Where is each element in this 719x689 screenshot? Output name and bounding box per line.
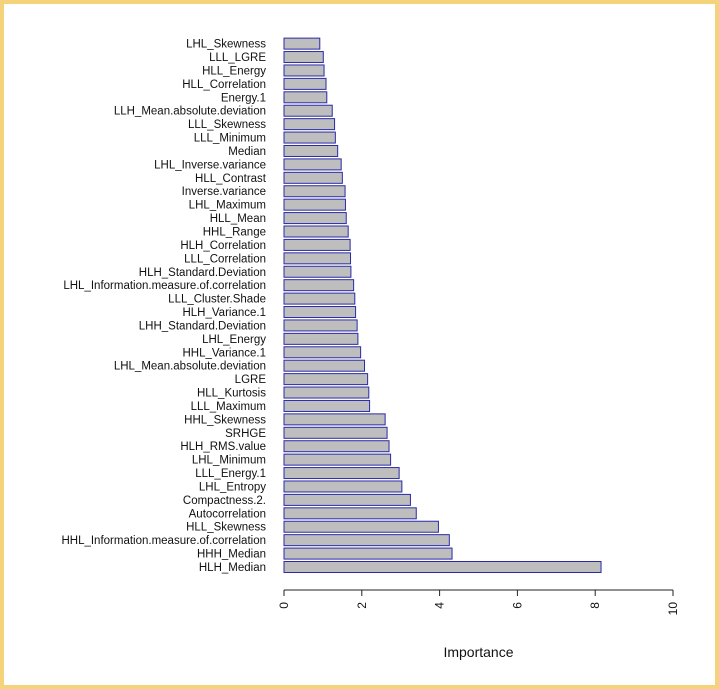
bar xyxy=(283,252,352,265)
bar xyxy=(283,480,403,493)
category-label: HHH_Median xyxy=(197,549,266,561)
bar xyxy=(283,64,325,77)
bar xyxy=(283,171,343,184)
category-label: LHL_Maximum xyxy=(189,200,266,212)
category-label: HLL_Contrast xyxy=(195,173,267,185)
category-label: HLL_Energy xyxy=(202,65,266,77)
category-label: LLL_Energy.1 xyxy=(195,468,266,480)
bar xyxy=(283,77,327,90)
category-label: LLL_LGRE xyxy=(209,52,266,64)
bar xyxy=(283,292,356,305)
category-label: Autocorrelation xyxy=(189,508,266,520)
category-label: HHL_Variance.1 xyxy=(182,347,266,359)
bar xyxy=(283,279,355,292)
category-label: Median xyxy=(228,146,266,158)
bar xyxy=(283,373,369,386)
bar xyxy=(283,37,321,50)
bar xyxy=(283,319,358,332)
x-tick-label: 0 xyxy=(277,602,291,609)
category-label: HLL_Correlation xyxy=(182,79,266,91)
bar xyxy=(283,346,362,359)
category-label: LHL_Entropy xyxy=(199,481,266,493)
x-tick-label: 2 xyxy=(355,602,369,609)
bar xyxy=(283,332,359,345)
category-label: LHL_Mean.absolute.deviation xyxy=(114,361,266,373)
category-label: HLH_RMS.value xyxy=(180,441,266,453)
category-label: HLH_Median xyxy=(199,562,266,574)
x-tick-label: 4 xyxy=(433,602,447,609)
category-label: LHL_Information.measure.of.correlation xyxy=(63,280,266,292)
bar xyxy=(283,413,386,426)
category-label: Energy.1 xyxy=(221,92,266,104)
category-label: LLL_Correlation xyxy=(184,253,266,265)
category-label: LLL_Skewness xyxy=(188,119,266,131)
bar xyxy=(283,144,339,157)
bar xyxy=(283,225,349,238)
category-label: LHL_Minimum xyxy=(192,455,266,467)
category-label: HLL_Mean xyxy=(210,213,266,225)
x-axis: 0 2 4 6 8 10 xyxy=(277,589,680,616)
bar xyxy=(283,534,450,547)
category-label: HHL_Skewness xyxy=(184,414,266,426)
category-label: LLL_Maximum xyxy=(191,401,266,413)
category-label: HHL_Information.measure.of.correlation xyxy=(61,535,266,547)
category-label: HHL_Range xyxy=(203,227,266,239)
bar xyxy=(283,118,336,131)
bar xyxy=(283,399,371,412)
bar xyxy=(283,359,366,372)
bar xyxy=(283,198,346,211)
bar xyxy=(283,51,324,64)
category-label: HLH_Variance.1 xyxy=(182,307,266,319)
category-label: HLH_Correlation xyxy=(180,240,266,252)
category-label: HLL_Skewness xyxy=(186,522,266,534)
x-axis-title: Importance xyxy=(443,644,513,660)
category-label: HLL_Kurtosis xyxy=(197,388,266,400)
bar xyxy=(283,440,390,453)
bar xyxy=(283,158,342,171)
bar xyxy=(283,306,357,319)
bar xyxy=(283,386,370,399)
category-label: LGRE xyxy=(235,374,267,386)
bar xyxy=(283,493,411,506)
x-tick-label: 8 xyxy=(588,602,602,609)
bar xyxy=(283,212,347,225)
category-label: SRHGE xyxy=(225,428,266,440)
bar xyxy=(283,131,336,144)
category-label: LHH_Standard.Deviation xyxy=(139,320,266,332)
bar xyxy=(283,507,417,520)
bar xyxy=(283,265,352,278)
bar xyxy=(283,453,392,466)
category-label: Compactness.2. xyxy=(183,495,266,507)
bar xyxy=(283,547,453,560)
category-label: LLL_Minimum xyxy=(194,133,266,145)
category-label: LHL_Skewness xyxy=(186,39,266,51)
category-label: Inverse.variance xyxy=(182,186,266,198)
category-label: HLH_Standard.Deviation xyxy=(139,267,266,279)
category-label: LHL_Inverse.variance xyxy=(154,159,266,171)
bar xyxy=(283,104,333,117)
bar xyxy=(283,91,328,104)
bar xyxy=(283,426,388,439)
bar xyxy=(283,561,602,573)
x-tick-label: 10 xyxy=(666,602,680,616)
bar xyxy=(283,238,351,251)
bar xyxy=(283,185,346,198)
bars-group xyxy=(283,37,602,573)
bar xyxy=(283,520,439,533)
category-label: LLH_Mean.absolute.deviation xyxy=(114,106,266,118)
category-label: LLL_Cluster.Shade xyxy=(168,294,266,306)
x-tick-label: 6 xyxy=(510,602,524,609)
category-label: LHL_Energy xyxy=(202,334,266,346)
bar xyxy=(283,467,400,480)
